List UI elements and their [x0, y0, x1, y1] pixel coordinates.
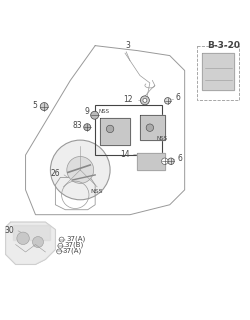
Text: 3: 3	[125, 41, 130, 50]
Circle shape	[32, 236, 44, 247]
Text: 37(A): 37(A)	[66, 235, 86, 242]
Circle shape	[168, 158, 174, 164]
Text: 83: 83	[72, 121, 82, 130]
Circle shape	[84, 124, 91, 131]
Circle shape	[59, 237, 64, 242]
Text: 6: 6	[178, 154, 182, 163]
Text: 26: 26	[51, 169, 60, 178]
Circle shape	[40, 103, 48, 110]
Circle shape	[57, 249, 62, 254]
Circle shape	[50, 140, 110, 200]
Circle shape	[58, 243, 63, 248]
Text: NSS: NSS	[90, 188, 103, 194]
Polygon shape	[202, 53, 234, 90]
Text: 37(B): 37(B)	[65, 241, 84, 248]
Text: 30: 30	[4, 226, 14, 235]
Text: 9: 9	[85, 107, 90, 116]
Text: 5: 5	[32, 101, 38, 110]
Text: NSS: NSS	[156, 136, 167, 141]
Text: 6: 6	[176, 93, 181, 102]
Circle shape	[140, 96, 149, 105]
Text: 12: 12	[123, 95, 132, 104]
Circle shape	[164, 98, 171, 104]
Bar	[95, 105, 162, 155]
Bar	[197, 46, 239, 100]
Circle shape	[67, 156, 94, 183]
Text: 37(A): 37(A)	[63, 247, 82, 254]
Polygon shape	[13, 225, 51, 240]
Text: NSS: NSS	[98, 109, 109, 114]
Circle shape	[162, 158, 168, 164]
Circle shape	[106, 125, 114, 133]
Circle shape	[91, 111, 99, 119]
Circle shape	[143, 98, 147, 102]
Polygon shape	[138, 153, 165, 170]
Text: B-3-20: B-3-20	[207, 41, 240, 50]
Polygon shape	[6, 222, 56, 264]
Polygon shape	[140, 115, 165, 140]
Text: 14: 14	[120, 149, 130, 158]
Circle shape	[146, 124, 154, 132]
Polygon shape	[100, 118, 130, 145]
Circle shape	[17, 232, 29, 244]
